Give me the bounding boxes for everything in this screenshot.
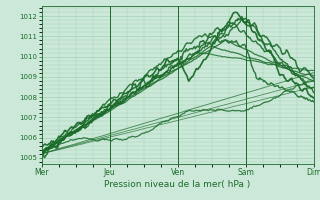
X-axis label: Pression niveau de la mer( hPa ): Pression niveau de la mer( hPa )	[104, 180, 251, 189]
